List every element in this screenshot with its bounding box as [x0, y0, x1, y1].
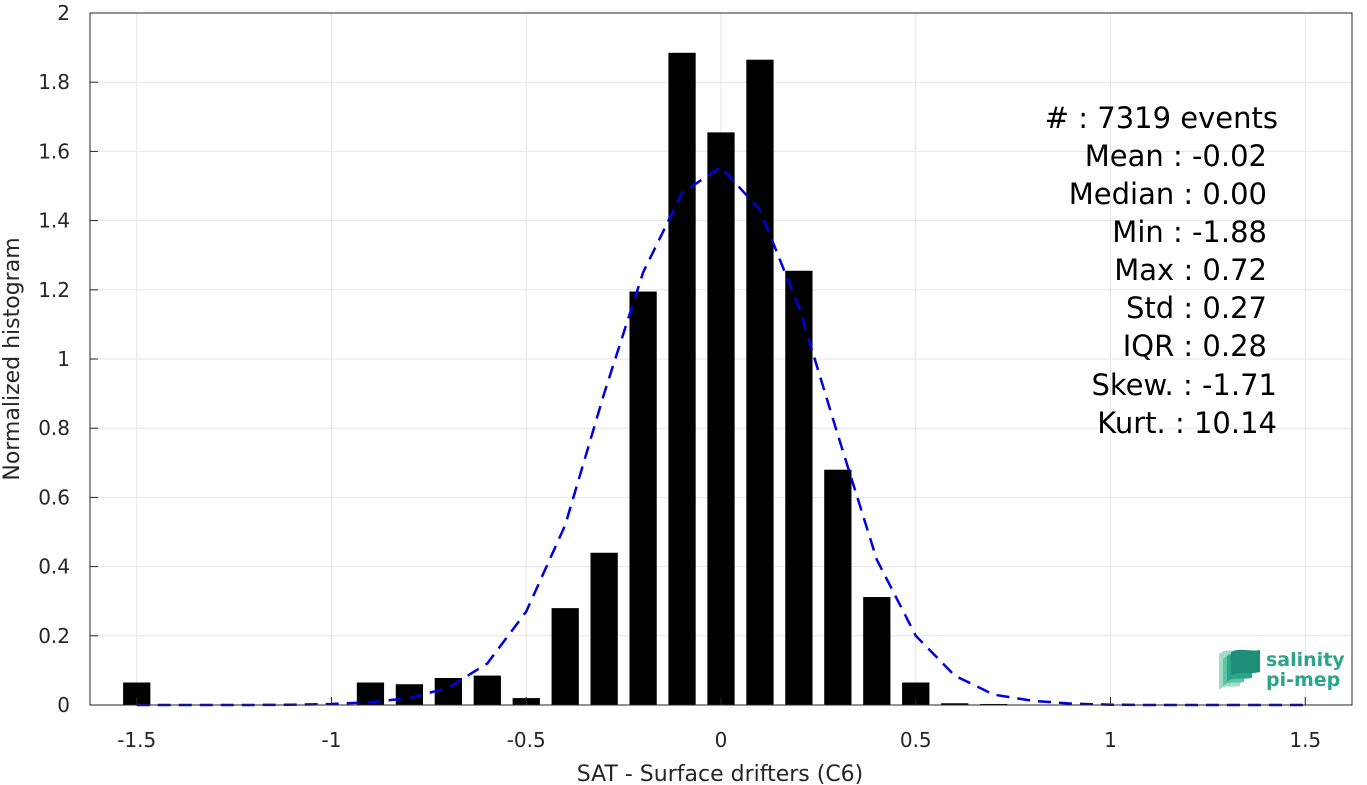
histogram-bar: [395, 684, 424, 705]
histogram-bar: [473, 675, 501, 705]
histogram-bar: [551, 608, 579, 705]
logo-line-2: pi-mep: [1266, 669, 1340, 691]
x-tick-label: -0.5: [507, 728, 546, 752]
logo-line-1: salinity: [1266, 649, 1345, 671]
x-tick-label: 0.5: [900, 728, 932, 752]
salinity-pi-mep-logo: salinity pi-mep: [1219, 649, 1345, 691]
y-tick-label: 0.6: [38, 485, 70, 509]
y-tick-label: 1.6: [38, 139, 70, 163]
histogram-bar: [785, 270, 813, 705]
histogram-bars: [123, 52, 1008, 706]
x-tick-label: 1: [1104, 728, 1117, 752]
wave-stack-icon: [1219, 649, 1260, 690]
y-tick-label: 2: [57, 1, 70, 25]
histogram-bar: [941, 703, 969, 705]
y-tick-label: 0: [57, 693, 70, 717]
x-tick-label: 1.5: [1289, 728, 1321, 752]
stat-kurt: Kurt. : 10.14: [1097, 406, 1277, 440]
stat-iqr: IQR : 0.28: [1123, 329, 1267, 363]
stat-median: Median : 0.00: [1069, 177, 1267, 211]
stat-std: Std : 0.27: [1126, 291, 1267, 325]
stat-max: Max : 0.72: [1114, 253, 1267, 287]
histogram-bar: [863, 597, 891, 705]
histogram-bar: [746, 59, 774, 705]
y-tick-label: 0.8: [38, 416, 70, 440]
y-tick-label: 1.4: [38, 209, 70, 233]
y-tick-label: 0.4: [38, 555, 70, 579]
x-tick-label: -1.5: [117, 728, 156, 752]
stat-skew: Skew. : -1.71: [1091, 368, 1277, 402]
y-tick-label: 1.2: [38, 278, 70, 302]
stat-events: # : 7319 events: [1045, 101, 1278, 135]
histogram-bar: [824, 469, 852, 705]
y-tick-label: 1: [57, 347, 70, 371]
x-axis-label: SAT - Surface drifters (C6): [577, 762, 864, 785]
x-axis-ticks: -1.5 -1 -0.5 0 0.5 1 1.5: [117, 697, 1321, 752]
x-tick-label: -1: [322, 728, 342, 752]
histogram-bar: [668, 52, 696, 706]
y-tick-label: 0.2: [38, 624, 70, 648]
histogram-bar: [707, 132, 735, 705]
stat-min: Min : -1.88: [1112, 215, 1267, 249]
stat-mean: Mean : -0.02: [1085, 139, 1267, 173]
histogram-bar: [980, 703, 1008, 705]
histogram-bar: [590, 552, 618, 705]
histogram-bar: [356, 682, 385, 705]
histogram-bar: [902, 682, 930, 705]
x-tick-label: 0: [715, 728, 728, 752]
histogram-bar: [123, 682, 151, 705]
y-axis-label: Normalized histogram: [0, 237, 25, 480]
histogram-bar: [629, 291, 657, 705]
y-axis-ticks: 0 0.2 0.4 0.6 0.8 1 1.2 1.4 1.6 1.8 2: [38, 1, 98, 717]
y-tick-label: 1.8: [38, 70, 70, 94]
statistics-box: # : 7319 events Mean : -0.02 Median : 0.…: [1045, 101, 1278, 440]
